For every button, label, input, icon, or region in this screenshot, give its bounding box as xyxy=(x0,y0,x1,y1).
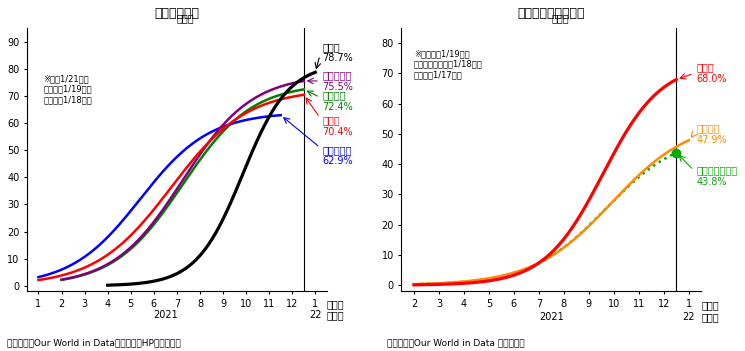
Text: （月）: （月） xyxy=(327,299,344,309)
Title: （２）アジア新興国: （２）アジア新興国 xyxy=(518,7,585,20)
Title: （１）先進国: （１）先進国 xyxy=(154,7,200,20)
Text: 22: 22 xyxy=(309,310,322,320)
Text: （％）: （％） xyxy=(551,13,569,23)
Text: （年）: （年） xyxy=(701,312,719,323)
Text: ※日は1/21時点
　米独は1/19時点
　仏英は1/18時点: ※日は1/21時点 米独は1/19時点 仏英は1/18時点 xyxy=(43,74,92,104)
Text: ※インドは1/19時点
　インドネシアは1/18時点
　タイは1/17時点: ※インドは1/19時点 インドネシアは1/18時点 タイは1/17時点 xyxy=(414,49,483,79)
Text: ドイツ：
72.4%: ドイツ： 72.4% xyxy=(322,91,353,112)
Text: フランス：
75.5%: フランス： 75.5% xyxy=(322,70,353,92)
Text: タイ：
68.0%: タイ： 68.0% xyxy=(697,62,727,84)
Text: （年）: （年） xyxy=(327,310,344,320)
Text: アメリカ：
62.9%: アメリカ： 62.9% xyxy=(322,145,353,166)
Text: （備考）　Our World in Data より作成。: （備考） Our World in Data より作成。 xyxy=(387,338,525,347)
Text: （月）: （月） xyxy=(701,300,719,310)
Text: 2021: 2021 xyxy=(153,310,178,320)
Text: インドネシア：
43.8%: インドネシア： 43.8% xyxy=(697,165,738,187)
Text: 日本：
78.7%: 日本： 78.7% xyxy=(322,42,353,63)
Text: 2021: 2021 xyxy=(539,312,564,323)
Text: （％）: （％） xyxy=(177,13,194,23)
Text: （備考）　Our World in Data、首相官邸HPより作成。: （備考） Our World in Data、首相官邸HPより作成。 xyxy=(7,338,181,347)
Text: インド：
47.9%: インド： 47.9% xyxy=(697,123,727,145)
Text: 22: 22 xyxy=(682,312,695,323)
Text: 英国：
70.4%: 英国： 70.4% xyxy=(322,115,353,137)
